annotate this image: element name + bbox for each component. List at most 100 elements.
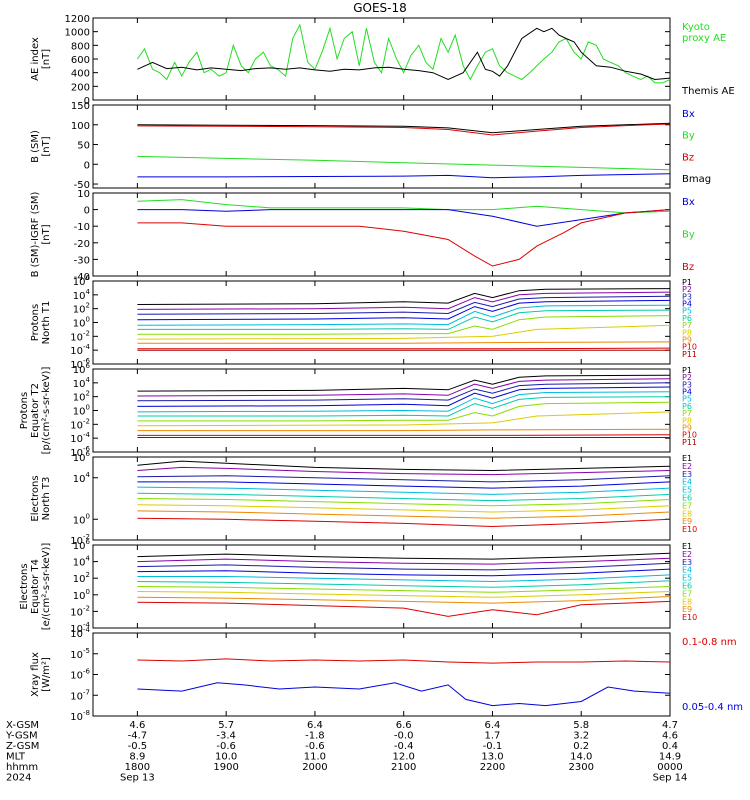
series-e7 (137, 498, 671, 507)
series-p10 (137, 434, 671, 436)
x-row-value: -0.4 (394, 741, 414, 752)
series-e10 (137, 517, 671, 528)
legend-e8: E8 (682, 597, 692, 606)
x-row-value: 10.0 (215, 752, 237, 763)
y-axis-label: B (SM)-IGRF (SM) (30, 192, 41, 278)
x-row-label-mlt: MLT (6, 752, 26, 763)
x-row-value: 4.6 (662, 731, 678, 742)
series-bx (137, 173, 671, 179)
series-bmag (137, 122, 671, 134)
legend-p7: P7 (682, 321, 692, 330)
series-e9 (137, 510, 671, 519)
y-tick-label: 1200 (65, 14, 90, 25)
legend-p5: P5 (682, 395, 692, 404)
x-row-value: 0.2 (573, 741, 589, 752)
series-p2 (137, 291, 671, 310)
y-tick-label: 10-6 (70, 668, 90, 682)
y-tick-label: 100 (71, 121, 90, 132)
y-tick-label: 0 (84, 206, 90, 217)
y-axis-label: [nT] (41, 49, 52, 69)
legend-e3: E3 (682, 558, 692, 567)
legend-e10: E10 (682, 525, 697, 534)
x-row-value: 2000 (302, 762, 327, 773)
y-axis-label: [e/(cm²-s-sr-keV)] (41, 543, 52, 631)
legend-e8: E8 (682, 509, 692, 518)
legend-p4: P4 (682, 300, 692, 309)
y-axis-label: Equator T2 (30, 383, 41, 438)
legend-p10: P10 (682, 343, 697, 352)
y-tick-label: 106 (73, 538, 91, 552)
legend-p2: P2 (682, 373, 692, 382)
y-tick-label: 10-6 (70, 357, 90, 371)
plot-title: GOES-18 (353, 1, 407, 15)
series-e10 (137, 600, 671, 617)
y-tick-label: 50 (77, 141, 90, 152)
y-tick-label: -20 (74, 239, 90, 250)
x-row-label-y-gsm: Y-GSM (5, 731, 38, 742)
legend-e2: E2 (682, 462, 692, 471)
legend-p3: P3 (682, 292, 692, 301)
y-tick-label: 10-7 (70, 688, 90, 702)
series-p3 (137, 295, 671, 315)
x-row-value: -0.5 (128, 741, 148, 752)
panel-frame (92, 456, 671, 541)
panel-frame (92, 632, 671, 717)
x-row-value: Sep 13 (120, 773, 155, 784)
series-e8 (137, 504, 671, 513)
x-row-value: 5.7 (218, 720, 234, 731)
x-row-value: -0.0 (394, 731, 414, 742)
series-p9 (137, 428, 671, 432)
legend-p10: P10 (682, 431, 697, 440)
panel-ae: 0 200 400 600 800 1000 1200 AE index [nT] Kyotopr… (30, 14, 735, 107)
legend-p9: P9 (682, 335, 692, 344)
x-row-value: 2300 (569, 762, 594, 773)
legend-by: By (682, 230, 695, 241)
legend-e2: E2 (682, 550, 692, 559)
series-p4 (137, 299, 671, 321)
series-p2 (137, 378, 671, 397)
y-axis-label: North T1 (41, 301, 52, 345)
y-tick-label: 10-2 (70, 329, 90, 343)
panel-xray: 10-8 10-7 10-6 10-5 10-4 Xray flux [W/m²] 0.1-0… (30, 626, 743, 723)
legend-e7: E7 (682, 589, 692, 598)
y-tick-label: 100 (73, 404, 90, 418)
y-axis-label: Electrons (30, 475, 41, 521)
x-row-value: 6.6 (396, 720, 412, 731)
x-row-value: 14.9 (659, 752, 681, 763)
series-themis-ae (137, 27, 671, 81)
x-row-value: 5.8 (573, 720, 589, 731)
y-tick-label: 104 (73, 376, 91, 390)
series-e5 (137, 486, 671, 495)
series-p9 (137, 341, 671, 344)
legend-bx: Bx (682, 109, 695, 120)
legend-bx: Bx (682, 197, 695, 208)
legend-p1: P1 (682, 278, 692, 287)
series-e1 (137, 552, 671, 560)
y-tick-label: 10-6 (70, 445, 90, 459)
y-tick-label: 100 (73, 512, 90, 526)
y-tick-label: 100 (73, 588, 90, 602)
series-bx (137, 209, 671, 227)
legend-e4: E4 (682, 478, 692, 487)
legend-e1: E1 (682, 542, 692, 551)
legend-e1: E1 (682, 454, 692, 463)
y-tick-label: 104 (73, 555, 91, 569)
y-axis-label: AE index (30, 37, 41, 81)
y-tick-label: -50 (74, 180, 90, 191)
y-tick-label: 102 (73, 390, 90, 404)
y-axis-label: Xray flux (30, 652, 41, 697)
series-e5 (137, 574, 671, 583)
series-e3 (137, 562, 671, 571)
y-axis-label: Protons (19, 392, 30, 429)
legend-e9: E9 (682, 605, 692, 614)
x-axis-table: X-GSM 4.6 5.7 6.4 6.6 6.4 5.8 4.7Y-GSM -4.7 -3.4-… (5, 720, 687, 784)
y-axis-label: [p/(cm²-s-sr-keV)] (41, 367, 52, 455)
y-tick-label: 400 (71, 69, 90, 80)
legend-p11: P11 (682, 350, 697, 359)
legend-themis-ae: Themis AE (681, 86, 735, 97)
x-row-value: 11.0 (304, 752, 326, 763)
y-tick-label: 10-8 (70, 709, 90, 723)
